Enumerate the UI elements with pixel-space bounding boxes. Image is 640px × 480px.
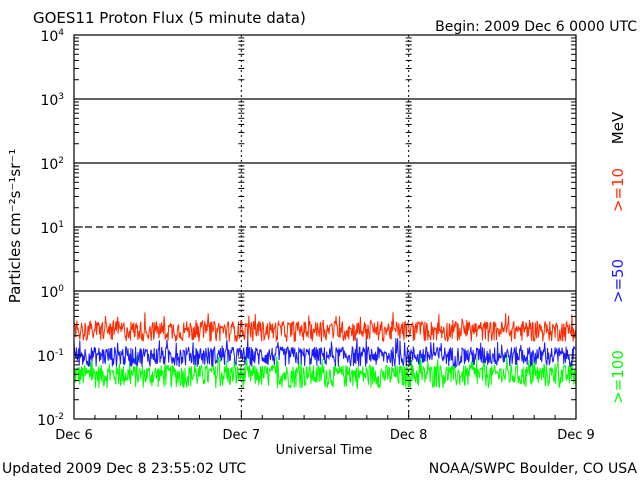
y-tick-label: 10-1 (37, 348, 64, 365)
series-line (73, 355, 576, 390)
updated-label: Updated 2009 Dec 8 23:55:02 UTC (2, 461, 246, 477)
x-tick-label: Dec 6 (55, 428, 93, 443)
legend-entry: >=10 (609, 168, 627, 212)
x-axis-label: Universal Time (276, 443, 373, 458)
x-axis: Dec 6 Dec 7 Dec 8 Dec 9 (55, 411, 595, 443)
y-tick-label: 103 (40, 92, 64, 109)
y-tick-label: 100 (40, 284, 64, 301)
y-tick-label: 101 (40, 220, 64, 237)
y-axis-label: Particles cm⁻²s⁻¹sr⁻¹ (6, 149, 24, 303)
series-line (73, 337, 576, 369)
series-line (73, 312, 576, 343)
x-tick-label: Dec 8 (390, 428, 428, 443)
legend-entry: >=50 (609, 259, 627, 303)
begin-label: Begin: 2009 Dec 6 0000 UTC (435, 19, 637, 35)
x-tick-label: Dec 7 (223, 428, 261, 443)
series-layer (73, 312, 576, 390)
threshold-lines (74, 98, 576, 292)
chart-title: GOES11 Proton Flux (5 minute data) (33, 9, 306, 27)
x-tick-label: Dec 9 (557, 428, 595, 443)
y-tick-label: 10-2 (37, 412, 64, 429)
legend: MeV >=10 >=50 >=100 (609, 111, 627, 404)
source-label: NOAA/SWPC Boulder, CO USA (429, 461, 638, 477)
legend-unit: MeV (609, 111, 627, 144)
y-tick-label: 102 (40, 156, 64, 173)
y-tick-label: 104 (40, 28, 64, 45)
y-axis: 10-2 10-1 100 101 102 103 104 (37, 28, 576, 429)
legend-entry: >=100 (609, 350, 627, 404)
